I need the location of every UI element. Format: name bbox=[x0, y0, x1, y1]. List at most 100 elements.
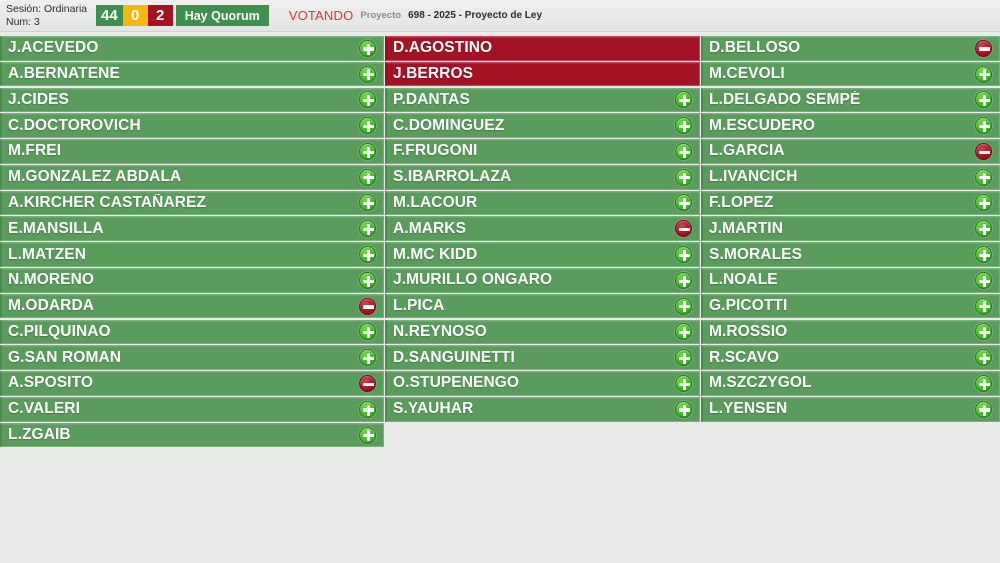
plus-circle-icon bbox=[675, 374, 692, 392]
project-value: 698 - 2025 - Proyecto de Ley bbox=[408, 10, 543, 21]
legislator-name: L.NOALE bbox=[709, 271, 778, 289]
plus-circle-icon bbox=[675, 91, 692, 109]
minus-circle-icon bbox=[975, 142, 992, 160]
legislator-row[interactable]: A.SPOSITO bbox=[0, 371, 384, 396]
plus-circle-icon bbox=[675, 297, 692, 315]
legislator-row[interactable]: A.KIRCHER CASTAÑAREZ bbox=[0, 190, 384, 216]
legislator-name: J.MURILLO ONGARO bbox=[393, 271, 553, 289]
legislator-row[interactable]: A.BERNATENE bbox=[0, 61, 384, 87]
legislator-row[interactable]: L.IVANCICH bbox=[701, 164, 1000, 190]
plus-circle-icon bbox=[975, 400, 992, 418]
legislator-name: N.MORENO bbox=[8, 271, 95, 289]
plus-circle-icon bbox=[975, 271, 992, 289]
legislator-row[interactable]: C.DOCTOROVICH bbox=[0, 113, 384, 138]
voting-status-label: VOTANDO bbox=[288, 8, 354, 23]
plus-circle-icon bbox=[359, 65, 376, 83]
plus-circle-icon bbox=[359, 117, 376, 135]
project-label: Proyecto bbox=[360, 10, 402, 21]
legislator-name: F.LOPEZ bbox=[709, 193, 774, 211]
legislator-name: R.SCAVO bbox=[709, 348, 780, 366]
legislator-row[interactable]: J.MURILLO ONGARO bbox=[385, 268, 700, 293]
legislator-row[interactable]: S.IBARROLAZA bbox=[385, 164, 700, 190]
legislator-name: A.SPOSITO bbox=[8, 374, 94, 392]
legislator-row[interactable]: M.CEVOLI bbox=[701, 61, 1000, 87]
legislator-row[interactable]: L.NOALE bbox=[701, 268, 1000, 293]
legislator-name: M.SZCZYGOL bbox=[709, 374, 812, 392]
legislator-name: A.MARKS bbox=[393, 219, 467, 237]
legislator-row[interactable]: N.MORENO bbox=[0, 268, 384, 293]
legislator-name: L.MATZEN bbox=[8, 245, 86, 263]
legislator-row[interactable]: C.PILQUINAO bbox=[0, 319, 384, 345]
legislator-row[interactable]: G.PICOTTI bbox=[701, 293, 1000, 319]
legislator-row[interactable]: M.FREI bbox=[0, 139, 384, 164]
legislator-row[interactable]: O.STUPENENGO bbox=[385, 371, 700, 396]
counter-negative: 2 bbox=[147, 5, 173, 26]
legislator-name: D.SANGUINETTI bbox=[393, 348, 515, 366]
plus-circle-icon bbox=[675, 246, 692, 264]
legislator-row[interactable]: M.SZCZYGOL bbox=[701, 371, 1000, 396]
legislator-name: L.IVANCICH bbox=[709, 168, 798, 186]
legislator-row[interactable]: M.ROSSIO bbox=[701, 319, 1000, 345]
legislator-row[interactable]: N.REYNOSO bbox=[385, 319, 700, 345]
legislator-row[interactable]: M.LACOUR bbox=[385, 190, 700, 216]
plus-circle-icon bbox=[675, 194, 692, 212]
session-info: Sesión: Ordinaria Num: 3 bbox=[0, 3, 96, 29]
legislator-row[interactable]: L.MATZEN bbox=[0, 242, 384, 267]
legislator-row[interactable]: J.ACEVEDO bbox=[0, 36, 384, 61]
plus-circle-icon bbox=[975, 374, 992, 392]
legislator-row[interactable]: J.MARTIN bbox=[701, 216, 1000, 242]
legislator-row[interactable]: D.BELLOSO bbox=[701, 36, 1000, 61]
legislator-row[interactable]: M.MC KIDD bbox=[385, 242, 700, 267]
legislator-row[interactable]: S.MORALES bbox=[701, 242, 1000, 267]
legislator-name: M.ROSSIO bbox=[709, 322, 788, 340]
legislator-name: S.IBARROLAZA bbox=[393, 168, 512, 186]
board-column-1: J.ACEVEDO A.BERNATENE J.CIDES C.DOCTOROVICH… bbox=[0, 36, 384, 449]
legislator-name: M.FREI bbox=[8, 142, 62, 160]
counter-affirmative: 44 bbox=[96, 5, 123, 26]
legislator-row[interactable]: M.ODARDA bbox=[0, 293, 384, 319]
legislator-name: L.GARCIA bbox=[709, 142, 785, 160]
plus-circle-icon bbox=[359, 271, 376, 289]
legislator-row[interactable]: D.SANGUINETTI bbox=[385, 345, 700, 370]
plus-circle-icon bbox=[359, 426, 376, 444]
legislator-name: C.DOMINGUEZ bbox=[393, 116, 505, 134]
plus-circle-icon bbox=[975, 117, 992, 135]
session-header-bar: Sesión: Ordinaria Num: 3 44 0 2 Hay Quor… bbox=[0, 0, 1000, 32]
legislator-row[interactable]: F.LOPEZ bbox=[701, 190, 1000, 216]
plus-circle-icon bbox=[975, 323, 992, 341]
legislator-row[interactable]: C.DOMINGUEZ bbox=[385, 113, 700, 138]
plus-circle-icon bbox=[975, 65, 992, 83]
legislator-row[interactable]: D.AGOSTINO bbox=[385, 36, 700, 61]
legislator-name: L.PICA bbox=[393, 297, 445, 315]
legislator-row[interactable]: C.VALERI bbox=[0, 396, 384, 422]
legislator-name: S.YAUHAR bbox=[393, 400, 474, 418]
legislator-row[interactable]: M.GONZALEZ ABDALA bbox=[0, 164, 384, 190]
legislator-row[interactable]: J.CIDES bbox=[0, 87, 384, 113]
plus-circle-icon bbox=[359, 142, 376, 160]
legislator-row[interactable]: J.BERROS bbox=[385, 61, 700, 87]
legislator-name: M.LACOUR bbox=[393, 193, 478, 211]
legislator-name: C.VALERI bbox=[8, 400, 80, 418]
legislator-row[interactable]: M.ESCUDERO bbox=[701, 113, 1000, 138]
legislator-row[interactable]: L.PICA bbox=[385, 293, 700, 319]
minus-circle-icon bbox=[359, 374, 376, 392]
legislator-row[interactable]: R.SCAVO bbox=[701, 345, 1000, 370]
legislator-row[interactable]: L.ZGAIB bbox=[0, 422, 384, 448]
legislator-row[interactable]: L.GARCIA bbox=[701, 139, 1000, 164]
legislator-row[interactable]: P.DANTAS bbox=[385, 87, 700, 113]
plus-circle-icon bbox=[975, 349, 992, 367]
legislator-name: J.BERROS bbox=[393, 65, 474, 83]
legislator-name: O.STUPENENGO bbox=[393, 374, 520, 392]
legislator-row[interactable]: A.MARKS bbox=[385, 216, 700, 242]
plus-circle-icon bbox=[359, 349, 376, 367]
legislator-row[interactable]: G.SAN ROMAN bbox=[0, 345, 384, 370]
legislator-row[interactable]: F.FRUGONI bbox=[385, 139, 700, 164]
legislator-row[interactable]: E.MANSILLA bbox=[0, 216, 384, 242]
legislator-row[interactable]: S.YAUHAR bbox=[385, 396, 700, 422]
legislator-name: M.CEVOLI bbox=[709, 65, 785, 83]
legislator-row[interactable]: L.DELGADO SEMPÉ bbox=[701, 87, 1000, 113]
legislator-row[interactable]: L.YENSEN bbox=[701, 396, 1000, 422]
legislator-name: D.BELLOSO bbox=[709, 39, 801, 57]
plus-circle-icon bbox=[675, 168, 692, 186]
